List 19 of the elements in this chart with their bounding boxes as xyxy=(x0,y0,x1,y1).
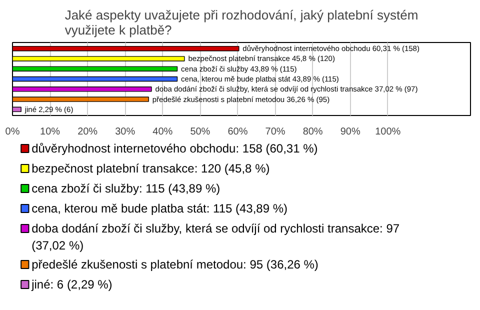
legend-label: cena, kterou mě bude platba stát: 115 (43,89 %) xyxy=(32,202,288,216)
x-tick-label: 20% xyxy=(78,126,98,138)
x-tick-label: 30% xyxy=(115,126,136,138)
legend-label: cena zboží či služby: 115 (43,89 %) xyxy=(32,182,220,196)
legend-label: jiné: 6 (2,29 %) xyxy=(30,278,112,292)
x-tick-label: 90% xyxy=(340,126,360,138)
x-tick-label: 40% xyxy=(152,126,173,138)
legend-label: bezpečnost platební transakce: 120 (45,8 %) xyxy=(32,162,270,176)
chart-title: Jaké aspekty uvažujete při rozhodování, jaký platební systém využijete k platbě? xyxy=(64,8,418,38)
x-tick-label: 70% xyxy=(265,126,286,138)
x-tick-label: 60% xyxy=(228,126,248,138)
x-tick-label: 80% xyxy=(302,126,323,138)
x-tick-label: 100% xyxy=(375,126,401,138)
legend-label: předešlé zkušenosti s platební metodou: 95 (36,26 %) xyxy=(32,258,318,272)
x-tick-label: 0% xyxy=(5,126,20,138)
legend-label: doba dodání zboží či služby, která se odvíjí od rychlosti transakce: 97 (37,02 %) xyxy=(32,222,400,252)
legend-label: důvěryhodnost internetového obchodu: 158 (60,31 %) xyxy=(32,142,318,156)
x-tick-label: 10% xyxy=(40,126,60,138)
x-tick-label: 50% xyxy=(190,126,210,138)
